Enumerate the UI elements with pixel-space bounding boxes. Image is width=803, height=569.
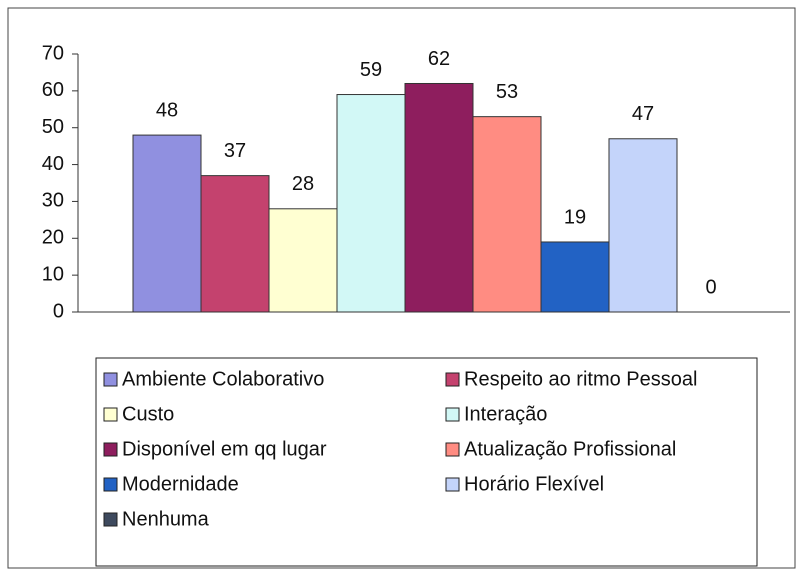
legend-swatch [103,512,118,527]
legend-swatch [103,407,118,422]
legend-swatch [103,477,118,492]
y-tick-label: 0 [53,300,64,322]
legend-label: Nenhuma [122,508,210,530]
data-label: 37 [224,140,246,162]
legend-swatch [103,442,118,457]
legend-swatch [445,407,460,422]
bar [268,208,338,313]
data-label: 62 [428,48,450,70]
legend-box [95,357,758,567]
data-label: 28 [292,173,314,195]
legend-label: Disponível em qq lugar [122,438,327,460]
data-label: 48 [156,99,178,121]
y-tick-label: 20 [42,227,64,249]
legend-label: Atualização Profissional [464,438,676,460]
legend-label: Interação [464,403,547,425]
y-tick-label: 40 [42,153,64,175]
data-label: 59 [360,59,382,81]
data-label: 47 [632,103,654,125]
legend-label: Horário Flexível [464,473,604,495]
legend-swatch [445,442,460,457]
bar [200,175,270,313]
y-tick-label: 10 [42,263,64,285]
data-label: 19 [564,206,586,228]
bar [540,241,610,313]
bar [608,138,678,313]
data-label: 0 [705,276,716,298]
bar [336,94,406,313]
bar [472,116,542,313]
legend-swatch [445,372,460,387]
bar [404,82,474,313]
y-tick-label: 70 [42,42,64,64]
y-tick-label: 50 [42,116,64,138]
legend-label: Ambiente Colaborativo [122,368,324,390]
bar [132,134,202,313]
legend-label: Custo [122,403,174,425]
y-tick-label: 60 [42,79,64,101]
legend-label: Respeito ao ritmo Pessoal [464,368,697,390]
data-label: 53 [496,81,518,103]
legend-swatch [103,372,118,387]
y-tick-label: 30 [42,190,64,212]
legend-label: Modernidade [122,473,239,495]
legend-swatch [445,477,460,492]
